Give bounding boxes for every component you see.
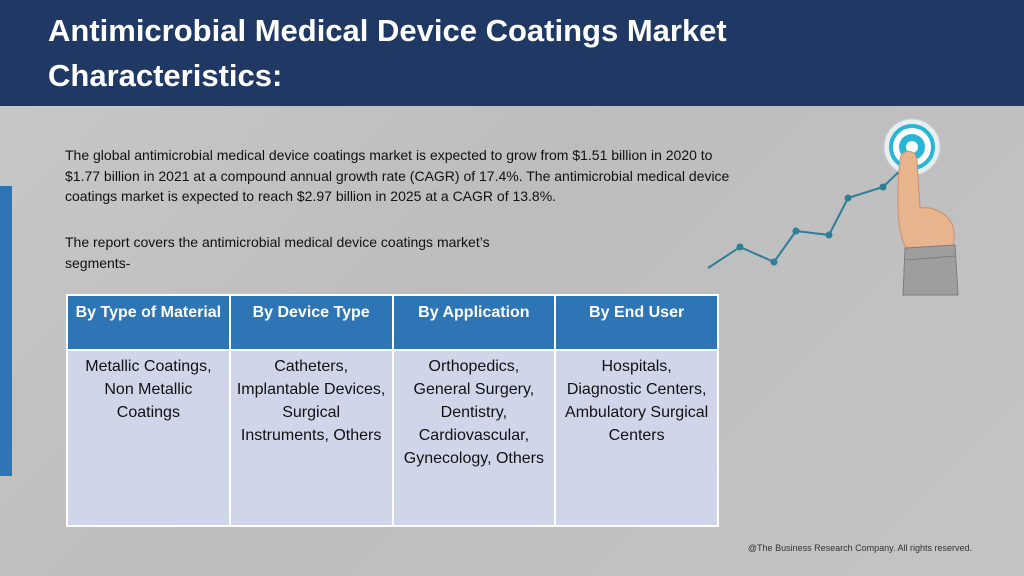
header-end-user: By End User bbox=[555, 295, 719, 351]
page-title: Antimicrobial Medical Device Coatings Ma… bbox=[48, 13, 727, 93]
hand-icon bbox=[897, 150, 959, 296]
cell-end-user: Hospitals, Diagnostic Centers, Ambulator… bbox=[555, 350, 719, 526]
segments-intro-paragraph: The report covers the antimicrobial medi… bbox=[65, 234, 490, 271]
growth-line bbox=[707, 164, 907, 269]
table-header-row: By Type of Material By Device Type By Ap… bbox=[67, 295, 719, 351]
cell-type-of-material: Metallic Coatings, Non Metallic Coatings bbox=[67, 350, 231, 526]
market-summary-paragraph: The global antimicrobial medical device … bbox=[65, 147, 730, 204]
header-device-type: By Device Type bbox=[229, 295, 394, 351]
growth-points bbox=[736, 183, 887, 266]
header-type-of-material: By Type of Material bbox=[67, 295, 231, 351]
table-row: Metallic Coatings, Non Metallic Coatings… bbox=[67, 350, 719, 526]
cell-device-type: Catheters, Implantable Devices, Surgical… bbox=[229, 350, 394, 526]
title-bar: Antimicrobial Medical Device Coatings Ma… bbox=[0, 0, 1024, 106]
cell-application: Orthopedics, General Surgery, Dentistry,… bbox=[392, 350, 557, 526]
left-accent-bar bbox=[0, 186, 12, 476]
target-growth-hand-icon bbox=[707, 118, 959, 296]
segments-table: By Type of Material By Device Type By Ap… bbox=[66, 294, 719, 527]
copyright-footer: @The Business Research Company. All righ… bbox=[747, 543, 972, 553]
header-application: By Application bbox=[392, 295, 557, 351]
